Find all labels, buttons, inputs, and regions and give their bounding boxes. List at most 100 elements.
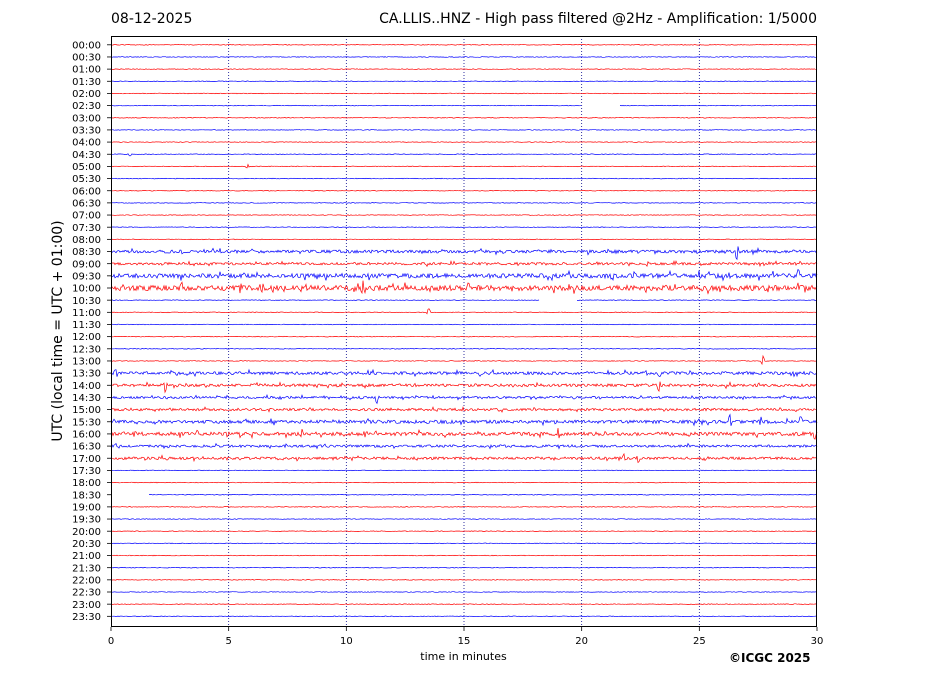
y-tick-label: 05:00 — [72, 162, 101, 173]
y-tick-label: 08:00 — [72, 235, 101, 246]
trace-0030 — [110, 56, 818, 58]
y-tick-label: 13:00 — [72, 357, 101, 368]
seismic-traces — [110, 44, 818, 618]
trace-0730 — [110, 226, 818, 228]
header-date: 08-12-2025 — [111, 11, 193, 27]
trace-1830 — [148, 493, 817, 496]
trace-2300 — [110, 603, 818, 605]
trace-0700 — [110, 214, 818, 216]
trace-0500 — [110, 163, 817, 169]
trace-1700 — [110, 452, 818, 464]
trace-0900 — [110, 259, 818, 268]
y-tick-label: 10:30 — [72, 296, 101, 307]
trace-2200 — [110, 579, 817, 581]
trace-2230 — [110, 591, 818, 593]
trace-0430 — [110, 153, 818, 157]
trace-1230 — [110, 348, 818, 350]
x-axis-ticks: 0 5 10 15 20 25 30 — [108, 627, 824, 647]
y-tick-label: 06:30 — [72, 198, 101, 209]
trace-0630 — [110, 202, 818, 204]
y-tick-label: 02:30 — [72, 101, 101, 112]
y-tick-label: 18:30 — [72, 490, 101, 501]
y-tick-label: 19:30 — [72, 515, 101, 526]
y-tick-label: 03:30 — [72, 126, 101, 137]
x-tick-label: 30 — [811, 636, 824, 647]
trace-0300 — [110, 116, 818, 119]
y-tick-label: 06:00 — [72, 186, 101, 197]
x-tick-label: 0 — [108, 636, 114, 647]
trace-1630 — [110, 442, 818, 450]
trace-2100 — [110, 554, 818, 557]
trace-1100 — [110, 308, 818, 315]
y-tick-label: 15:00 — [72, 405, 101, 416]
y-tick-label: 07:30 — [72, 223, 101, 234]
trace-0830 — [110, 246, 818, 261]
trace-1800 — [111, 481, 818, 484]
y-tick-label: 00:30 — [72, 53, 101, 64]
y-tick-label: 09:00 — [72, 259, 101, 270]
x-tick-label: 20 — [575, 636, 588, 647]
trace-0530 — [110, 177, 817, 180]
y-tick-label: 15:30 — [72, 417, 101, 428]
copyright-text: ©ICGC 2025 — [729, 651, 811, 665]
y-tick-label: 16:30 — [72, 442, 101, 453]
y-tick-label: 14:00 — [72, 381, 101, 392]
y-tick-label: 00:00 — [72, 40, 101, 51]
trace-2130 — [110, 566, 817, 569]
y-tick-label: 20:30 — [72, 539, 101, 550]
trace-1500 — [110, 406, 818, 413]
y-tick-label: 05:30 — [72, 174, 101, 185]
trace-1900 — [110, 506, 818, 508]
y-tick-label: 08:30 — [72, 247, 101, 258]
trace-0800 — [110, 238, 818, 241]
y-tick-label: 22:00 — [72, 575, 101, 586]
trace-0100 — [110, 68, 818, 70]
trace-1000 — [110, 280, 818, 295]
y-tick-label: 01:30 — [72, 77, 101, 88]
y-tick-label: 13:30 — [72, 369, 101, 380]
trace-0600 — [110, 189, 818, 192]
trace-1130 — [110, 323, 818, 326]
trace-1030 — [110, 299, 818, 301]
y-tick-label: 12:30 — [72, 344, 101, 355]
trace-1200 — [110, 335, 818, 338]
y-tick-label: 12:00 — [72, 332, 101, 343]
y-tick-label: 16:00 — [72, 430, 101, 441]
y-tick-label: 23:00 — [72, 600, 101, 611]
y-tick-label: 04:30 — [72, 150, 101, 161]
trace-0200 — [110, 92, 818, 95]
y-tick-label: 03:00 — [72, 113, 101, 124]
y-tick-label: 20:00 — [72, 527, 101, 538]
trace-1930 — [110, 518, 818, 520]
plot-frame — [111, 36, 817, 627]
y-tick-label: 23:30 — [72, 612, 101, 623]
trace-1300 — [111, 354, 818, 366]
y-tick-label: 10:00 — [72, 284, 101, 295]
trace-2330 — [111, 615, 818, 618]
trace-1330 — [110, 368, 818, 378]
grid-lines — [228, 36, 700, 627]
trace-1600 — [110, 427, 818, 440]
x-tick-label: 5 — [225, 636, 231, 647]
y-tick-label: 02:00 — [72, 89, 101, 100]
y-tick-label: 11:30 — [72, 320, 101, 331]
trace-0330 — [111, 129, 818, 131]
y-tick-label: 17:30 — [72, 466, 101, 477]
x-tick-label: 25 — [693, 636, 706, 647]
trace-0230 — [110, 104, 818, 107]
y-tick-label: 11:00 — [72, 308, 101, 319]
y-tick-label: 21:00 — [72, 551, 101, 562]
trace-2030 — [111, 542, 818, 545]
y-tick-label: 18:00 — [72, 478, 101, 489]
y-tick-label: 14:30 — [72, 393, 101, 404]
y-tick-label: 21:30 — [72, 563, 101, 574]
y-tick-label: 01:00 — [72, 65, 101, 76]
trace-1430 — [110, 394, 817, 405]
y-tick-label: 22:30 — [72, 588, 101, 599]
y-tick-label: 04:00 — [72, 138, 101, 149]
trace-0930 — [110, 268, 818, 282]
y-tick-label: 07:00 — [72, 211, 101, 222]
y-axis-label: UTC (local time = UTC + 01:00) — [50, 220, 66, 441]
